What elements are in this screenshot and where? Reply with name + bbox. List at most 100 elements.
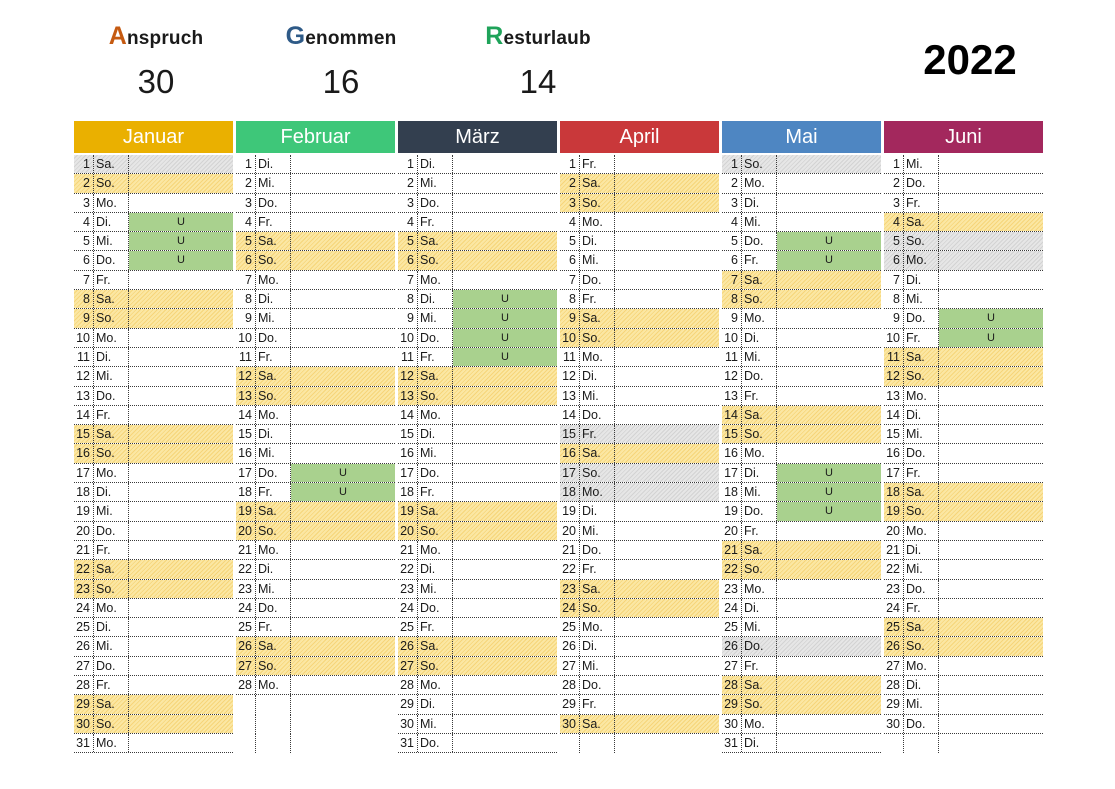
day-row[interactable]: 23 Mi. — [398, 579, 557, 599]
day-row[interactable]: 16 Mi. — [236, 444, 395, 464]
vacation-cell[interactable] — [615, 367, 719, 385]
day-row[interactable]: 3 Fr. — [884, 193, 1043, 213]
day-row[interactable]: 21 Mo. — [236, 540, 395, 561]
day-row[interactable]: 4 Fr. — [236, 212, 395, 233]
vacation-cell[interactable] — [939, 155, 1043, 173]
vacation-cell[interactable] — [453, 676, 557, 694]
vacation-cell[interactable] — [777, 213, 881, 231]
vacation-cell[interactable] — [291, 599, 395, 617]
vacation-cell[interactable] — [777, 425, 881, 444]
day-row[interactable]: 26 Sa. — [236, 637, 395, 657]
vacation-cell[interactable]: U — [939, 309, 1043, 328]
vacation-cell[interactable] — [615, 444, 719, 463]
vacation-cell[interactable] — [777, 155, 881, 174]
vacation-cell[interactable] — [291, 174, 395, 192]
vacation-cell[interactable] — [291, 618, 395, 636]
vacation-cell[interactable] — [291, 232, 395, 251]
day-row[interactable]: 18 Fr. U — [236, 483, 395, 503]
day-row[interactable]: 6 Fr. U — [722, 251, 881, 271]
day-row[interactable]: 8 Mi. — [884, 290, 1043, 310]
vacation-cell[interactable] — [453, 637, 557, 656]
day-row[interactable]: 31 Do. — [398, 733, 557, 754]
day-row[interactable]: 30 So. — [74, 714, 233, 734]
day-row[interactable]: 21 Do. — [560, 540, 719, 561]
vacation-cell[interactable]: U — [777, 483, 881, 502]
day-row[interactable]: 7 Fr. — [74, 270, 233, 291]
vacation-cell[interactable] — [777, 637, 881, 656]
vacation-cell[interactable] — [291, 502, 395, 521]
day-row[interactable]: 6 So. — [236, 251, 395, 271]
vacation-cell[interactable] — [291, 309, 395, 327]
vacation-cell[interactable] — [615, 271, 719, 289]
vacation-cell[interactable] — [129, 387, 233, 405]
vacation-cell[interactable] — [939, 232, 1043, 251]
vacation-cell[interactable] — [615, 387, 719, 405]
vacation-cell[interactable] — [129, 714, 233, 733]
day-row[interactable]: 14 Do. — [560, 405, 719, 426]
vacation-cell[interactable] — [453, 194, 557, 212]
day-row[interactable]: 16 So. — [74, 444, 233, 464]
vacation-cell[interactable] — [777, 695, 881, 714]
day-row[interactable]: 26 Mi. — [74, 637, 233, 657]
day-row[interactable]: 26 Di. — [560, 637, 719, 657]
vacation-cell[interactable] — [777, 657, 881, 675]
day-row[interactable]: 30 Mo. — [722, 714, 881, 734]
vacation-cell[interactable] — [291, 734, 395, 753]
vacation-cell[interactable] — [939, 425, 1043, 443]
vacation-cell[interactable] — [615, 502, 719, 520]
day-row[interactable]: 1 Fr. — [560, 155, 719, 175]
vacation-cell[interactable] — [291, 715, 395, 734]
day-row[interactable]: 26 So. — [884, 637, 1043, 657]
day-row[interactable]: 22 So. — [722, 560, 881, 580]
day-row[interactable]: 11 Mi. — [722, 347, 881, 368]
vacation-cell[interactable] — [291, 155, 395, 173]
vacation-cell[interactable] — [129, 464, 233, 482]
vacation-cell[interactable] — [777, 194, 881, 212]
vacation-cell[interactable] — [291, 695, 395, 714]
vacation-cell[interactable] — [615, 348, 719, 366]
vacation-cell[interactable] — [453, 232, 557, 251]
day-row[interactable]: 8 Sa. — [74, 290, 233, 310]
day-row[interactable]: 23 Sa. — [560, 579, 719, 599]
vacation-cell[interactable] — [939, 212, 1043, 232]
day-row[interactable]: 28 Fr. — [74, 676, 233, 696]
vacation-cell[interactable] — [129, 657, 233, 675]
day-row[interactable]: 19 Di. — [560, 502, 719, 522]
day-row[interactable]: 11 Fr. — [236, 347, 395, 368]
day-row[interactable]: 11 Sa. — [884, 347, 1043, 368]
day-row[interactable]: 29 Sa. — [74, 695, 233, 715]
day-row[interactable]: 19 Sa. — [236, 502, 395, 522]
vacation-cell[interactable] — [291, 656, 395, 676]
day-row[interactable]: 28 Di. — [884, 676, 1043, 696]
day-row[interactable]: 20 So. — [398, 521, 557, 541]
day-row[interactable]: 7 Mo. — [236, 270, 395, 291]
vacation-cell[interactable] — [453, 580, 557, 598]
day-row[interactable]: 11 Di. — [74, 347, 233, 368]
vacation-cell[interactable] — [453, 734, 557, 752]
day-row[interactable]: 4 Mo. — [560, 212, 719, 233]
day-row[interactable]: 30 Sa. — [560, 714, 719, 734]
day-row[interactable]: 30 Mi. — [398, 714, 557, 734]
day-row[interactable]: 6 Mi. — [560, 251, 719, 271]
vacation-cell[interactable] — [453, 425, 557, 443]
day-row[interactable]: 4 Di. U — [74, 212, 233, 233]
vacation-cell[interactable] — [129, 695, 233, 714]
day-row[interactable]: 17 Do. U — [236, 463, 395, 484]
day-row[interactable]: 12 Mi. — [74, 367, 233, 387]
vacation-cell[interactable] — [939, 580, 1043, 598]
day-row[interactable]: 10 Mo. — [74, 328, 233, 348]
vacation-cell[interactable] — [453, 213, 557, 231]
day-row[interactable] — [236, 695, 395, 715]
vacation-cell[interactable] — [129, 579, 233, 598]
day-row[interactable]: 29 So. — [722, 695, 881, 715]
day-row[interactable]: 26 Sa. — [398, 637, 557, 657]
day-row[interactable]: 14 Fr. — [74, 405, 233, 426]
day-row[interactable]: 2 Mo. — [722, 174, 881, 194]
day-row[interactable]: 31 Mo. — [74, 733, 233, 754]
vacation-cell[interactable] — [939, 618, 1043, 637]
day-row[interactable]: 8 Di. — [236, 290, 395, 310]
vacation-cell[interactable] — [291, 290, 395, 308]
vacation-cell[interactable] — [615, 714, 719, 733]
day-row[interactable]: 5 Sa. — [236, 232, 395, 252]
day-row[interactable]: 30 Do. — [884, 714, 1043, 734]
